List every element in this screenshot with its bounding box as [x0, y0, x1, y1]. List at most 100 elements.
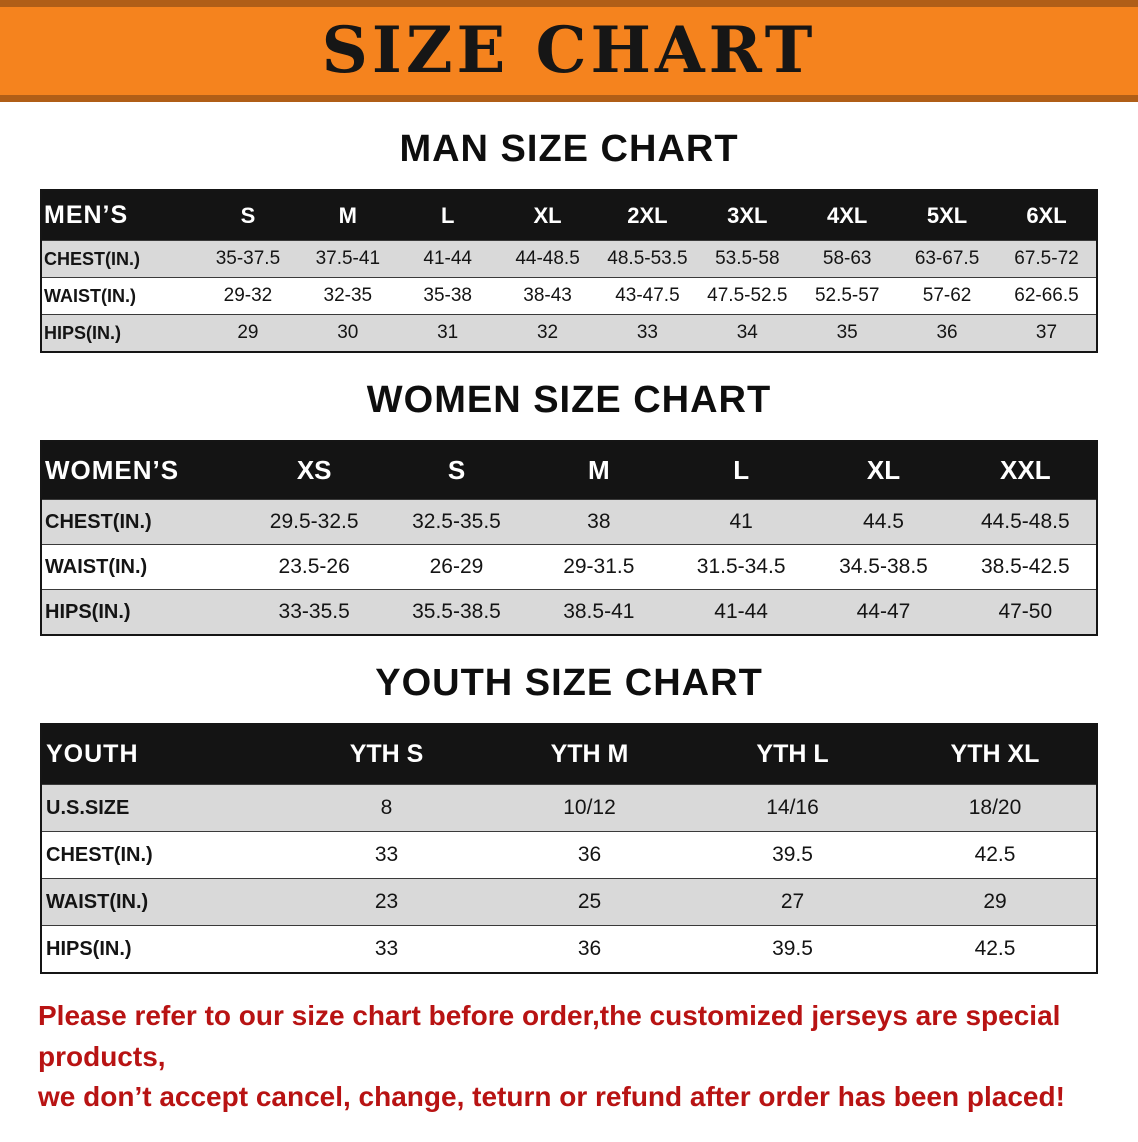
- measurement-value-cell: 33: [285, 925, 488, 973]
- table-title-cell: MEN’S: [44, 201, 129, 229]
- measurement-value-cell: 41-44: [669, 589, 813, 635]
- measurement-value-cell: 37.5-41: [297, 240, 398, 278]
- measurement-value-cell: 38: [527, 499, 670, 545]
- measurement-value-cell: 57-62: [897, 277, 997, 315]
- measurement-value-cell: 33: [597, 314, 698, 352]
- page-title: SIZE CHART: [321, 13, 817, 88]
- size-column-header: 4XL: [827, 202, 868, 228]
- table-title-cell: WOMEN’S: [45, 455, 180, 485]
- size-column-header: S: [447, 455, 466, 485]
- disclaimer-line-1: Please refer to our size chart before or…: [38, 1000, 1061, 1072]
- measurement-value-cell: 38-43: [497, 277, 598, 315]
- size-column-header: L: [440, 202, 455, 228]
- measurement-value-cell: 42.5: [894, 831, 1097, 879]
- youth-section-heading: YOUTH SIZE CHART: [375, 662, 763, 704]
- measurement-value-cell: 23: [285, 878, 488, 926]
- measurement-value-cell: 27: [691, 878, 894, 926]
- measurement-value-cell: 44.5-48.5: [954, 499, 1097, 545]
- measurement-value-cell: 62-66.5: [997, 277, 1097, 315]
- measurement-value-cell: 14/16: [691, 784, 894, 832]
- measurement-value-cell: 29-32: [198, 277, 298, 315]
- measurement-value-cell: 32-35: [297, 277, 398, 315]
- measurement-row: HIPS(IN.) 33 36 39.5 42.5: [41, 925, 1097, 973]
- size-table: MEN’S S M L XL 2XL 3XL 4XL 5XL 6XL CHEST(IN.) 35-37…: [40, 189, 1098, 353]
- measurement-label-cell: CHEST(IN.): [41, 240, 198, 278]
- size-column-header: XL: [533, 202, 562, 228]
- measurement-value-cell: 44-47: [812, 589, 955, 635]
- measurement-row: CHEST(IN.) 29.5-32.5 32.5-35.5 38 41 44.5 44.5…: [41, 499, 1097, 545]
- measurement-value-cell: 26-29: [385, 544, 528, 590]
- measurement-value-cell: 39.5: [691, 831, 894, 879]
- measurement-label-cell: WAIST(IN.): [41, 277, 198, 315]
- measurement-value-cell: 44-48.5: [497, 240, 598, 278]
- table-header-row: YOUTH YTH S YTH M YTH L YTH XL: [41, 724, 1097, 785]
- measurement-value-cell: 44.5: [812, 499, 955, 545]
- women-section-heading: WOMEN SIZE CHART: [366, 379, 772, 421]
- measurement-value-cell: 41-44: [397, 240, 498, 278]
- measurement-value-cell: 33-35.5: [243, 589, 386, 635]
- measurement-value-cell: 25: [488, 878, 691, 926]
- measurement-value-cell: 10/12: [488, 784, 691, 832]
- measurement-value-cell: 48.5-53.5: [597, 240, 698, 278]
- size-column-header: XXL: [1000, 455, 1051, 485]
- measurement-row: HIPS(IN.) 33-35.5 35.5-38.5 38.5-41 41-44 44-…: [41, 589, 1097, 635]
- measurement-value-cell: 67.5-72: [997, 240, 1097, 278]
- measurement-value-cell: 63-67.5: [897, 240, 997, 278]
- measurement-value-cell: 29-31.5: [527, 544, 670, 590]
- measurement-label-cell: HIPS(IN.): [41, 314, 198, 352]
- measurement-row: U.S.SIZE 8 10/12 14/16 18/20: [41, 784, 1097, 832]
- size-column-header: 2XL: [627, 202, 668, 228]
- size-column-header: YTH XL: [950, 740, 1040, 768]
- measurement-value-cell: 35-37.5: [198, 240, 298, 278]
- measurement-value-cell: 35-38: [397, 277, 498, 315]
- youth-size-table-wrap: YOUTH YTH S YTH M YTH L YTH XL U.S.SIZE 8 10/12…: [0, 723, 1138, 974]
- measurement-value-cell: 36: [488, 925, 691, 973]
- measurement-value-cell: 38.5-42.5: [954, 544, 1097, 590]
- table-header-row: MEN’S S M L XL 2XL 3XL 4XL 5XL 6XL: [41, 190, 1097, 241]
- men-size-table-wrap: MEN’S S M L XL 2XL 3XL 4XL 5XL 6XL CHEST(IN.) 35-37…: [0, 189, 1138, 353]
- measurement-label-cell: U.S.SIZE: [41, 784, 285, 832]
- measurement-row: HIPS(IN.) 29 30 31 32 33 34 35 36 37: [41, 314, 1097, 352]
- size-table: WOMEN’S XS S M L XL XXL CHEST(IN.) 29.5-32.5 32.5…: [40, 440, 1098, 636]
- size-column-header: M: [587, 455, 610, 485]
- measurement-value-cell: 34: [697, 314, 798, 352]
- measurement-value-cell: 43-47.5: [597, 277, 698, 315]
- measurement-value-cell: 32.5-35.5: [385, 499, 528, 545]
- size-table: YOUTH YTH S YTH M YTH L YTH XL U.S.SIZE 8 10/12…: [40, 723, 1098, 974]
- measurement-label-cell: WAIST(IN.): [41, 878, 285, 926]
- size-column-header: M: [338, 202, 357, 228]
- youth-size-section: YOUTH SIZE CHART YOUTH YTH S YTH M YTH L YTH…: [0, 662, 1138, 974]
- disclaimer-line-2: we don’t accept cancel, change, teturn o…: [38, 1081, 1065, 1113]
- disclaimer: Please refer to our size chart before or…: [0, 974, 1138, 1142]
- size-column-header: YTH S: [349, 740, 424, 768]
- measurement-value-cell: 53.5-58: [697, 240, 798, 278]
- table-title-cell: YOUTH: [46, 740, 139, 768]
- measurement-value-cell: 42.5: [894, 925, 1097, 973]
- measurement-label-cell: CHEST(IN.): [41, 499, 243, 545]
- measurement-label-cell: WAIST(IN.): [41, 544, 243, 590]
- table-header-row: WOMEN’S XS S M L XL XXL: [41, 441, 1097, 500]
- measurement-value-cell: 29: [894, 878, 1097, 926]
- measurement-value-cell: 8: [285, 784, 488, 832]
- measurement-row: WAIST(IN.) 23.5-26 26-29 29-31.5 31.5-34.5 34…: [41, 544, 1097, 590]
- measurement-value-cell: 37: [997, 314, 1097, 352]
- measurement-label-cell: CHEST(IN.): [41, 831, 285, 879]
- measurement-value-cell: 29.5-32.5: [243, 499, 386, 545]
- measurement-value-cell: 35.5-38.5: [385, 589, 528, 635]
- men-size-section: MAN SIZE CHART MEN’S S M L XL 2XL 3XL 4XL 5XL 6XL…: [0, 128, 1138, 353]
- size-column-header: YTH L: [756, 740, 829, 768]
- measurement-value-cell: 47-50: [954, 589, 1097, 635]
- measurement-value-cell: 18/20: [894, 784, 1097, 832]
- size-column-header: 3XL: [727, 202, 768, 228]
- measurement-value-cell: 41: [669, 499, 813, 545]
- size-column-header: 6XL: [1026, 202, 1067, 228]
- measurement-value-cell: 31: [397, 314, 498, 352]
- size-column-header: L: [733, 455, 750, 485]
- size-column-header: XS: [296, 455, 332, 485]
- measurement-value-cell: 34.5-38.5: [812, 544, 955, 590]
- women-size-table-wrap: WOMEN’S XS S M L XL XXL CHEST(IN.) 29.5-32.5 32.5…: [0, 440, 1138, 636]
- measurement-row: WAIST(IN.) 23 25 27 29: [41, 878, 1097, 926]
- measurement-value-cell: 39.5: [691, 925, 894, 973]
- size-column-header: 5XL: [926, 202, 968, 228]
